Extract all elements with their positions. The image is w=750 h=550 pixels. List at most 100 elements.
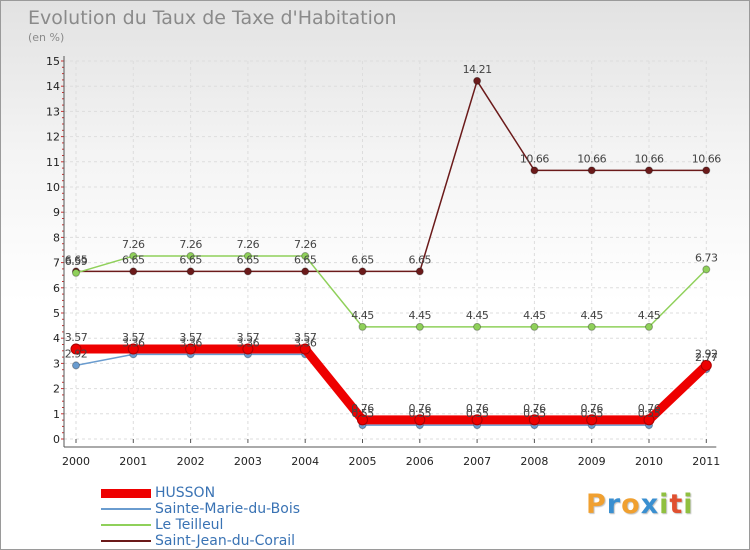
legend-swatch-husson — [101, 489, 151, 498]
data-point-le-teilleul — [473, 322, 482, 331]
data-label-sainte-marie-du-bois: 2.77 — [695, 351, 718, 364]
data-label-sainte-marie-du-bois: 3.36 — [179, 336, 202, 349]
x-tick-label: 2002 — [177, 455, 205, 468]
series-line-sainte-marie-du-bois — [75, 353, 707, 426]
x-tick-label: 2011 — [692, 455, 720, 468]
data-labels: 6.65 6.65 6.65 6.65 6.65 6.65 6.65 14.21 10.66 10… — [65, 63, 722, 420]
data-label-husson: 0.76 — [523, 402, 546, 415]
legend-swatch-sainte-marie-du-bois — [101, 508, 151, 510]
data-label-husson: 3.57 — [237, 331, 260, 344]
data-point-saint-jean-du-corail — [243, 267, 252, 276]
logo-letter: t — [669, 489, 684, 520]
data-label-husson: 2.92 — [695, 347, 718, 360]
series-line-saint-jean-du-corail — [76, 80, 707, 273]
x-tick-label: 2000 — [62, 455, 90, 468]
data-label-le-teilleul: 4.45 — [523, 309, 546, 322]
data-label-saint-jean-du-corail: 10.66 — [635, 152, 664, 165]
data-point-husson — [299, 343, 311, 355]
data-label-saint-jean-du-corail: 6.65 — [351, 253, 374, 266]
data-point-le-teilleul — [186, 252, 195, 261]
data-point-husson — [528, 414, 540, 426]
legend-swatch-saint-jean-du-corail — [101, 540, 151, 542]
data-point-le-teilleul — [415, 322, 424, 331]
legend-label: Saint-Jean-du-Corail — [155, 533, 296, 549]
y-tick-label: 7 — [53, 257, 60, 270]
data-label-sainte-marie-du-bois: 2.92 — [65, 347, 88, 360]
data-label-husson: 0.76 — [580, 402, 603, 415]
grid — [64, 60, 707, 440]
data-label-le-teilleul: 4.45 — [580, 309, 603, 322]
y-tick-label: 6 — [53, 282, 60, 295]
series — [70, 76, 712, 430]
data-label-sainte-marie-du-bois: 3.36 — [237, 336, 260, 349]
data-label-husson: 3.57 — [122, 331, 145, 344]
data-label-saint-jean-du-corail: 6.65 — [409, 253, 432, 266]
y-tick-label: 15 — [46, 55, 60, 68]
data-label-saint-jean-du-corail: 6.65 — [237, 253, 260, 266]
logo-letter: r — [606, 489, 622, 520]
data-label-le-teilleul: 4.45 — [409, 309, 432, 322]
data-point-husson — [586, 414, 598, 426]
data-point-saint-jean-du-corail — [186, 267, 195, 276]
data-label-sainte-marie-du-bois: 0.55 — [466, 407, 489, 420]
data-label-le-teilleul: 7.26 — [294, 238, 317, 251]
y-tick-label: 1 — [53, 408, 60, 421]
y-tick-label: 2 — [53, 383, 60, 396]
data-label-husson: 0.76 — [351, 402, 374, 415]
data-point-le-teilleul — [645, 322, 653, 331]
x-tick-label: 2007 — [463, 455, 491, 468]
logo-letter: x — [640, 489, 660, 520]
data-point-le-teilleul — [243, 252, 252, 261]
data-label-le-teilleul: 4.45 — [351, 309, 374, 322]
y-tick-label: 11 — [46, 156, 60, 169]
proxiti-logo: Proxiti — [586, 489, 694, 520]
data-point-le-teilleul — [702, 265, 711, 274]
data-point-saint-jean-du-corail — [645, 166, 653, 175]
data-label-sainte-marie-du-bois: 0.55 — [523, 407, 546, 420]
data-point-saint-jean-du-corail — [530, 166, 539, 175]
data-point-le-teilleul — [72, 268, 80, 277]
logo-letter: i — [659, 489, 670, 520]
data-point-saint-jean-du-corail — [301, 267, 310, 276]
y-tick-label: 5 — [53, 307, 60, 320]
data-label-saint-jean-du-corail: 6.65 — [179, 253, 202, 266]
data-point-saint-jean-du-corail — [473, 76, 482, 85]
data-label-saint-jean-du-corail: 6.65 — [294, 253, 317, 266]
x-tick-label: 2005 — [349, 455, 377, 468]
data-label-le-teilleul: 7.26 — [122, 238, 145, 251]
data-label-le-teilleul: 7.26 — [179, 238, 202, 251]
data-point-le-teilleul — [530, 322, 539, 331]
x-tick-label: 2010 — [635, 455, 663, 468]
y-tick-label: 9 — [53, 206, 60, 219]
y-tick-label: 13 — [46, 105, 60, 118]
data-point-husson — [471, 414, 483, 426]
data-point-saint-jean-du-corail — [358, 267, 367, 276]
data-point-saint-jean-du-corail — [415, 267, 424, 276]
legend-swatch-le-teilleul — [101, 524, 151, 526]
y-tick-label: 10 — [46, 181, 60, 194]
data-label-sainte-marie-du-bois: 0.55 — [580, 407, 603, 420]
series-line-le-teilleul — [75, 255, 707, 328]
data-point-le-teilleul — [129, 252, 138, 261]
y-tick-label: 14 — [46, 80, 60, 93]
data-point-saint-jean-du-corail — [702, 166, 711, 175]
data-point-husson — [185, 343, 197, 355]
data-label-le-teilleul: 4.45 — [466, 309, 489, 322]
x-tick-label: 2008 — [520, 455, 548, 468]
data-label-saint-jean-du-corail: 6.65 — [65, 253, 88, 266]
data-point-husson — [414, 414, 426, 426]
x-tick-label: 2003 — [234, 455, 262, 468]
data-label-sainte-marie-du-bois: 3.36 — [294, 336, 317, 349]
x-tick-label: 2009 — [578, 455, 606, 468]
data-label-le-teilleul: 7.26 — [237, 238, 260, 251]
logo-letter: o — [621, 489, 641, 520]
data-label-le-teilleul: 6.59 — [65, 255, 88, 268]
logo-letter: P — [586, 489, 607, 520]
y-tick-label: 4 — [53, 332, 60, 345]
data-label-husson: 3.57 — [294, 331, 317, 344]
data-label-sainte-marie-du-bois: 0.55 — [409, 407, 432, 420]
y-tick-label: 12 — [46, 131, 60, 144]
data-label-husson: 0.76 — [638, 402, 661, 415]
data-label-saint-jean-du-corail: 10.66 — [692, 152, 721, 165]
